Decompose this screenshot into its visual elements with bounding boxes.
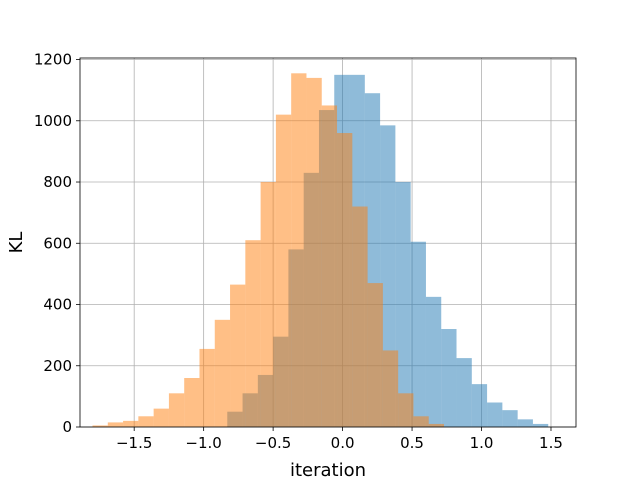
histogram-bar [398,393,414,427]
y-axis-ticks: 0 200 400 600 800 1000 1200 [34,51,80,436]
histogram-bars [92,73,549,428]
histogram-bar [92,425,108,427]
x-tick-label: 0.5 [400,434,424,452]
histogram-bar [517,419,533,427]
histogram-bar [413,416,429,427]
histogram-bar [107,422,124,427]
histogram-bar [168,393,185,427]
x-axis-label: iteration [290,460,366,480]
y-tick-label: 0 [62,418,72,436]
histogram-bar [425,296,442,427]
histogram-bar [456,358,472,427]
histogram-bar [410,241,426,427]
histogram-bar [337,133,353,427]
histogram-bar [245,240,261,427]
histogram-bar [471,384,488,427]
y-tick-label: 800 [43,173,72,191]
x-tick-label: 0.0 [331,434,355,452]
histogram-bar [306,77,322,427]
y-tick-label: 1000 [34,112,72,130]
histogram-bar [502,410,518,427]
y-tick-label: 600 [43,234,72,252]
histogram-bar [321,105,338,428]
histogram-bar [123,420,139,427]
histogram-bar [291,73,307,427]
x-axis-ticks: −1.5 −1.0 −0.5 0.0 0.5 1.0 1.5 [116,427,563,452]
histogram-series-2 [92,73,445,428]
histogram-bar [532,423,549,427]
x-tick-label: 1.5 [539,434,563,452]
histogram-bar [395,182,411,427]
histogram-bar [275,114,292,427]
histogram-bar [214,319,231,427]
x-tick-label: −0.5 [255,434,291,452]
y-axis-label: KL [6,232,27,254]
histogram-bar [138,416,154,427]
histogram-bar [441,329,457,427]
histogram-bar [382,350,399,427]
x-tick-label: 1.0 [470,434,494,452]
histogram-bar [230,284,246,427]
y-tick-label: 400 [43,296,72,314]
histogram-bar [428,423,445,427]
x-tick-label: −1.5 [116,434,152,452]
y-tick-label: 1200 [34,51,72,69]
histogram-bar [367,283,383,427]
histogram-bar [352,206,368,427]
histogram-bar [260,182,276,427]
x-tick-label: −1.0 [185,434,221,452]
histogram-bar [199,348,215,427]
plot-frame [79,57,577,428]
histogram-bar [487,402,503,427]
histogram-bar [153,408,169,427]
y-tick-label: 200 [43,357,72,375]
histogram-bar [184,378,200,427]
